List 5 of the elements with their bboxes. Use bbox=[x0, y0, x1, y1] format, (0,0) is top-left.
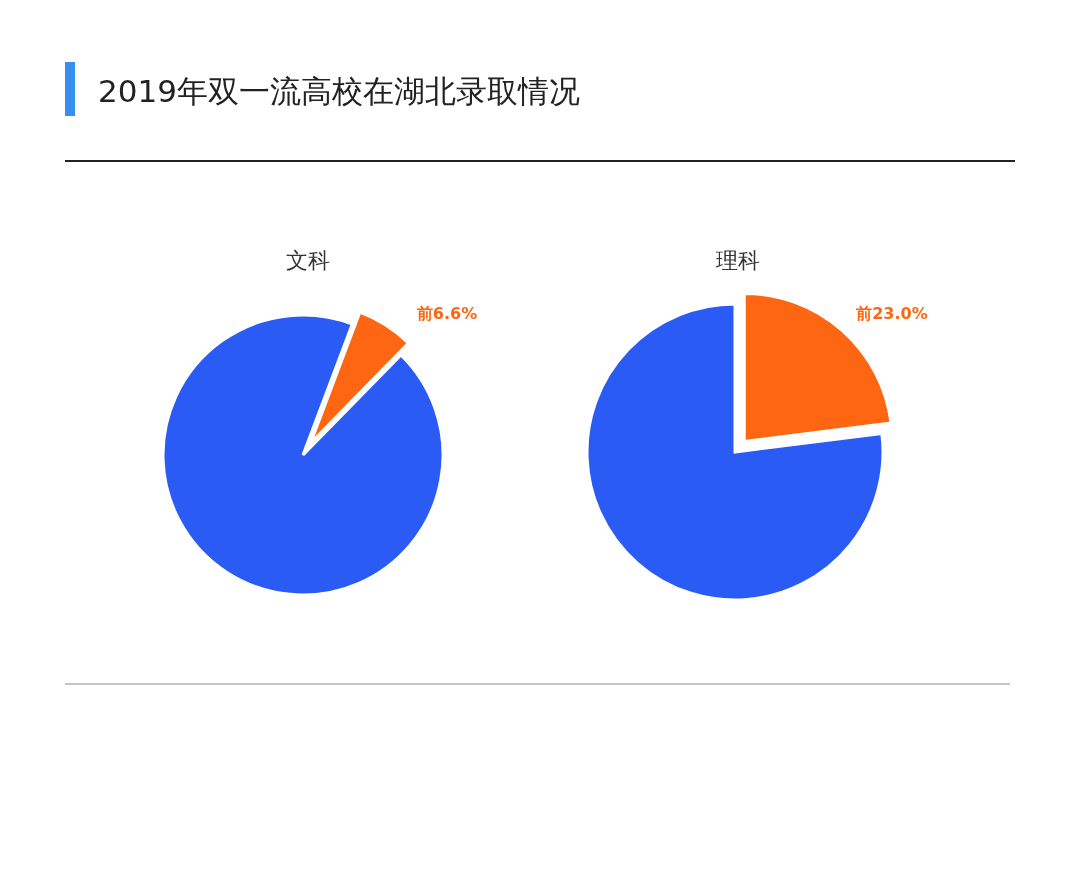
data-label: 前6.6% bbox=[415, 304, 478, 323]
data-label: 前23.0% bbox=[855, 304, 928, 323]
text: 2019年双一流高校在湖北录取情况 bbox=[98, 73, 580, 109]
chart-title: 理科 bbox=[716, 248, 760, 273]
chart-title: 文科 bbox=[286, 248, 330, 273]
